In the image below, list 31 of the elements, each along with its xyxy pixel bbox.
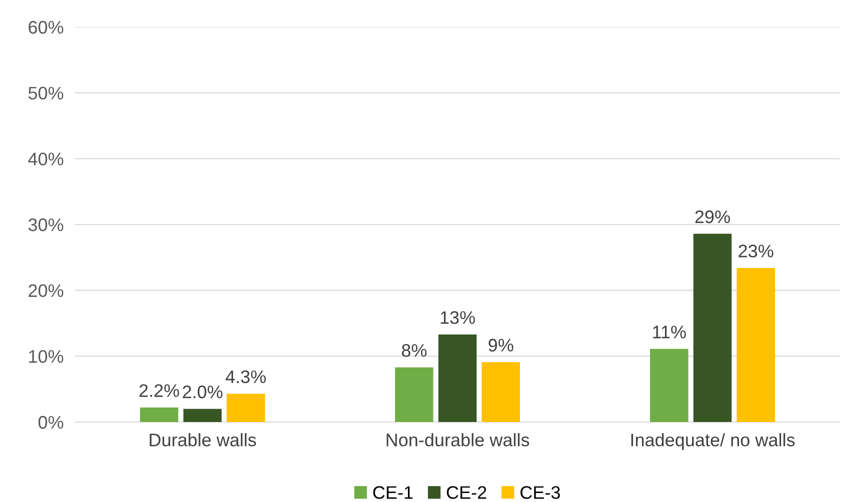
x-tick-label: Non-durable walls (386, 433, 530, 446)
bar (482, 362, 520, 422)
data-label: 13% (440, 311, 475, 324)
bar (140, 408, 178, 422)
bar (183, 408, 222, 422)
y-tick-label: 40% (28, 152, 64, 166)
bar (226, 394, 265, 422)
data-label: 11% (653, 326, 686, 338)
y-tick-label: 20% (28, 284, 64, 298)
data-label: 23% (738, 244, 774, 258)
bar (395, 367, 434, 422)
data-label: 8% (402, 344, 427, 357)
x-tick-label: Durable walls (150, 433, 256, 446)
data-label: 2.0% (182, 386, 222, 398)
bar (736, 268, 775, 422)
data-label: 4.3% (226, 370, 266, 384)
y-tick-label: 30% (28, 218, 64, 232)
data-label: 2.2% (139, 384, 180, 397)
legend-label: CE-3 (520, 486, 560, 499)
bar (693, 234, 732, 422)
y-tick-label: 0% (38, 416, 64, 429)
y-tick-label: 60% (28, 20, 64, 34)
legend-label: CE-1 (373, 486, 413, 499)
bar (650, 348, 688, 422)
y-tick-label: 50% (28, 86, 64, 100)
data-label: 9% (488, 338, 514, 352)
data-label: 29% (695, 210, 730, 224)
y-tick-label: 10% (29, 350, 64, 363)
bar (438, 334, 477, 422)
x-tick-label: Inadequate/ no walls (631, 433, 795, 450)
legend-label: CE-2 (446, 486, 486, 499)
